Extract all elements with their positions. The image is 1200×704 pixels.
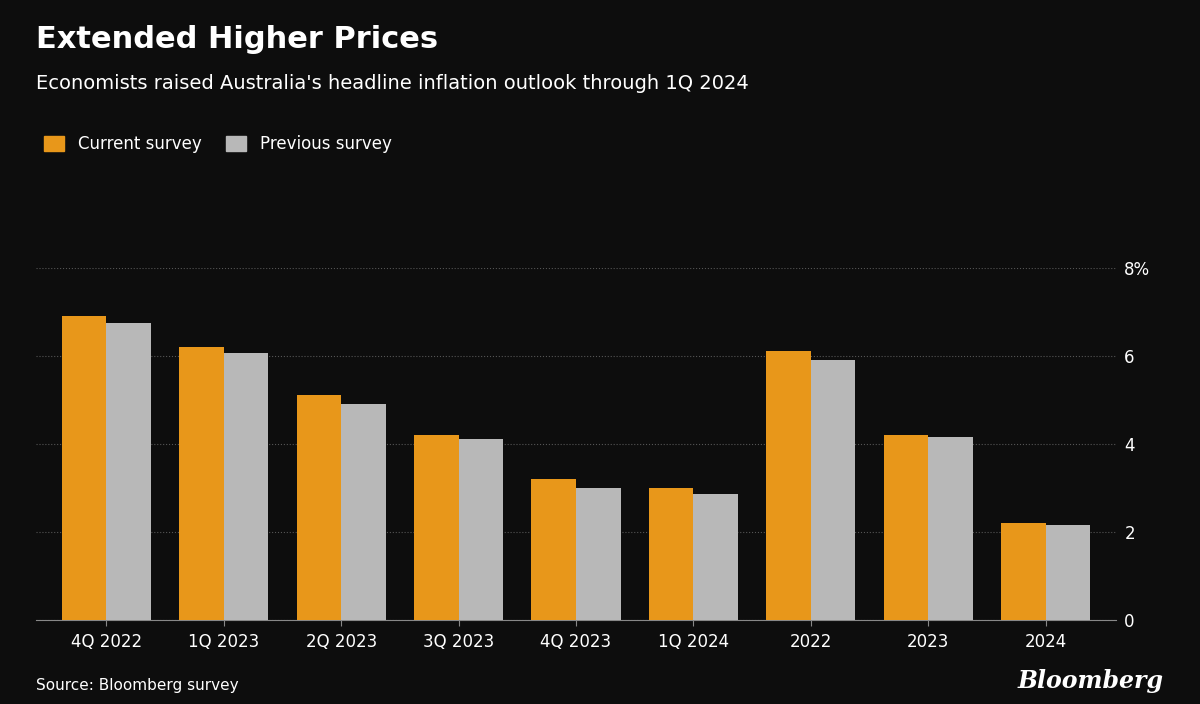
Text: Bloomberg: Bloomberg bbox=[1018, 670, 1164, 693]
Bar bbox=[1001, 522, 1045, 620]
Bar bbox=[883, 435, 928, 620]
Bar bbox=[414, 435, 458, 620]
Bar bbox=[928, 437, 973, 620]
Legend: Current survey, Previous survey: Current survey, Previous survey bbox=[44, 135, 391, 153]
Bar bbox=[458, 439, 503, 620]
Bar bbox=[62, 316, 107, 620]
Text: Source: Bloomberg survey: Source: Bloomberg survey bbox=[36, 679, 239, 693]
Bar bbox=[296, 395, 341, 620]
Bar bbox=[649, 487, 694, 620]
Bar bbox=[532, 479, 576, 620]
Bar bbox=[576, 487, 620, 620]
Bar bbox=[179, 347, 224, 620]
Text: Extended Higher Prices: Extended Higher Prices bbox=[36, 25, 438, 54]
Bar bbox=[811, 360, 856, 620]
Bar bbox=[107, 322, 151, 620]
Text: Economists raised Australia's headline inflation outlook through 1Q 2024: Economists raised Australia's headline i… bbox=[36, 74, 749, 93]
Bar bbox=[341, 404, 386, 620]
Bar bbox=[694, 494, 738, 620]
Bar bbox=[1045, 525, 1090, 620]
Bar bbox=[224, 353, 269, 620]
Bar bbox=[766, 351, 811, 620]
